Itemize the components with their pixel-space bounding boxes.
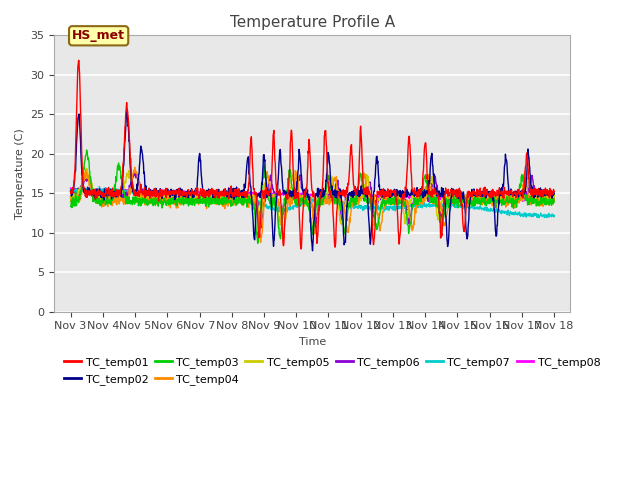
TC_temp01 [75, 58, 83, 63]
TC_temp05 [493, 197, 501, 203]
TC_temp08 [175, 189, 182, 194]
TC_temp08 [163, 189, 170, 195]
TC_temp01 [493, 188, 501, 193]
TC_temp03 [83, 147, 90, 153]
Y-axis label: Temperature (C): Temperature (C) [15, 128, 25, 219]
TC_temp05 [163, 194, 170, 200]
Line: TC_temp07: TC_temp07 [70, 186, 554, 218]
TC_temp07 [535, 215, 543, 221]
TC_temp01 [163, 191, 170, 196]
TC_temp08 [228, 190, 236, 196]
TC_temp04 [388, 196, 396, 202]
TC_temp06 [451, 197, 458, 203]
TC_temp02 [67, 189, 74, 194]
Legend: TC_temp01, TC_temp02, TC_temp03, TC_temp04, TC_temp05, TC_temp06, TC_temp07, TC_: TC_temp01, TC_temp02, TC_temp03, TC_temp… [60, 353, 605, 389]
TC_temp05 [309, 225, 317, 231]
TC_temp04 [451, 200, 458, 206]
TC_temp08 [67, 185, 74, 191]
TC_temp04 [163, 199, 170, 205]
TC_temp07 [550, 214, 558, 219]
TC_temp05 [175, 193, 182, 199]
TC_temp03 [175, 197, 182, 203]
TC_temp01 [388, 188, 396, 193]
TC_temp07 [95, 183, 103, 189]
TC_temp02 [123, 108, 131, 114]
TC_temp03 [388, 199, 396, 205]
TC_temp03 [163, 199, 170, 205]
TC_temp02 [163, 192, 170, 197]
TC_temp04 [550, 196, 558, 202]
TC_temp08 [451, 195, 458, 201]
TC_temp04 [228, 202, 236, 207]
TC_temp06 [388, 195, 396, 201]
TC_temp07 [451, 204, 458, 210]
TC_temp08 [80, 185, 88, 191]
TC_temp04 [131, 164, 139, 170]
TC_temp07 [175, 196, 182, 202]
TC_temp02 [175, 189, 182, 194]
TC_temp01 [297, 246, 305, 252]
TC_temp02 [388, 194, 396, 200]
Line: TC_temp08: TC_temp08 [70, 188, 554, 202]
TC_temp08 [387, 194, 395, 200]
TC_temp07 [163, 196, 170, 202]
TC_temp03 [493, 198, 501, 204]
Line: TC_temp03: TC_temp03 [70, 150, 554, 243]
TC_temp06 [67, 194, 74, 200]
Line: TC_temp06: TC_temp06 [70, 171, 554, 228]
TC_temp05 [550, 197, 558, 203]
TC_temp01 [67, 189, 74, 195]
TC_temp06 [163, 192, 170, 198]
TC_temp05 [388, 193, 396, 199]
TC_temp06 [131, 168, 138, 174]
Text: HS_met: HS_met [72, 29, 125, 42]
Line: TC_temp01: TC_temp01 [70, 60, 554, 249]
TC_temp06 [175, 197, 182, 203]
TC_temp03 [550, 199, 558, 205]
TC_temp07 [493, 206, 501, 212]
TC_temp05 [83, 165, 90, 171]
TC_temp06 [493, 194, 501, 200]
Title: Temperature Profile A: Temperature Profile A [230, 15, 395, 30]
TC_temp02 [451, 188, 458, 193]
TC_temp01 [228, 194, 236, 200]
Line: TC_temp02: TC_temp02 [70, 111, 554, 251]
TC_temp06 [228, 195, 236, 201]
TC_temp06 [550, 195, 558, 201]
TC_temp07 [228, 196, 236, 202]
TC_temp03 [228, 203, 236, 208]
TC_temp03 [254, 240, 262, 246]
TC_temp02 [493, 222, 501, 228]
TC_temp02 [550, 191, 558, 197]
TC_temp03 [67, 204, 74, 209]
TC_temp04 [67, 198, 74, 204]
TC_temp05 [67, 194, 74, 200]
TC_temp01 [175, 189, 182, 195]
TC_temp02 [228, 193, 236, 199]
TC_temp07 [387, 204, 395, 210]
TC_temp04 [493, 200, 501, 205]
TC_temp07 [67, 187, 74, 192]
TC_temp01 [550, 189, 558, 194]
TC_temp04 [175, 198, 182, 204]
X-axis label: Time: Time [299, 337, 326, 347]
TC_temp02 [308, 248, 316, 253]
Line: TC_temp05: TC_temp05 [70, 168, 554, 228]
TC_temp03 [451, 196, 458, 202]
TC_temp01 [451, 190, 458, 196]
Line: TC_temp04: TC_temp04 [70, 167, 554, 242]
TC_temp08 [493, 196, 501, 202]
TC_temp05 [228, 192, 236, 197]
TC_temp08 [519, 199, 527, 204]
TC_temp08 [550, 197, 558, 203]
TC_temp05 [451, 195, 458, 201]
TC_temp06 [257, 225, 265, 231]
TC_temp04 [257, 240, 264, 245]
